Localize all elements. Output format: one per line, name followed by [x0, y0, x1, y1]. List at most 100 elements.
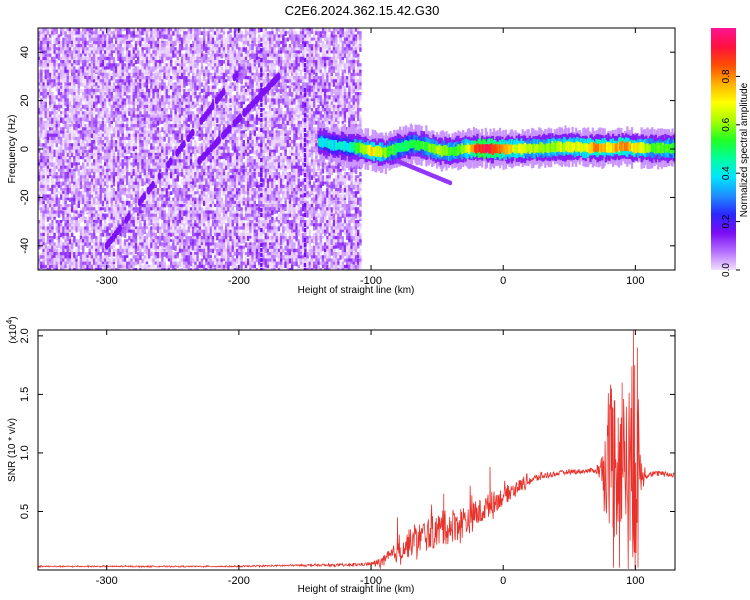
x-tick-label: 100: [626, 575, 644, 587]
y-tick-label: -20: [19, 189, 31, 205]
vertical-streak: [260, 128, 263, 132]
vertical-streak: [260, 168, 263, 172]
snr-frame: [37, 329, 676, 571]
vertical-streak: [303, 143, 307, 147]
vertical-streak: [260, 113, 263, 117]
snr-plot-area: [38, 330, 675, 570]
vertical-streak: [303, 178, 307, 182]
x-tick-label: -300: [96, 275, 118, 287]
vertical-streak: [260, 258, 263, 262]
vertical-streak: [260, 183, 263, 187]
vertical-streak: [260, 28, 263, 32]
x-tick-label: 0: [500, 575, 506, 587]
x-tick-label: -300: [96, 575, 118, 587]
vertical-streak: [303, 103, 307, 107]
colorbar-tick-label: 0.8: [721, 69, 732, 83]
y-tick-label: 1.5: [19, 387, 31, 402]
y-tick-label: 2.0: [19, 328, 31, 343]
vertical-streak: [260, 58, 263, 62]
vertical-streak: [303, 243, 307, 247]
vertical-streak: [303, 163, 307, 167]
vertical-streak: [303, 213, 307, 217]
vertical-streak: [303, 88, 307, 92]
vertical-streak: [260, 88, 263, 92]
colorbar: 0.0 0.2 0.4 0.6 0.8 Normalized spectral ampl…: [711, 28, 750, 277]
x-tick-label: 100: [626, 275, 644, 287]
colorbar-gradient: [711, 28, 736, 270]
x-tick-label: 0: [500, 275, 506, 287]
vertical-streak: [260, 118, 263, 122]
figure-title: C2E6.2024.362.15.42.G30: [285, 3, 440, 18]
vertical-streak: [303, 148, 307, 152]
colorbar-tick-label: 0.4: [721, 166, 732, 180]
vertical-streak: [303, 113, 307, 117]
snr-panel: -300 -200 -100 0 100 0.5 1.0 1.5 2.0 Height of s…: [5, 316, 676, 595]
x-tick-label: -100: [360, 275, 382, 287]
spectrogram-signal-layer: [318, 122, 675, 186]
x-tick-label: -200: [228, 275, 250, 287]
vertical-streak: [260, 263, 263, 267]
vertical-streak: [303, 63, 307, 67]
faint-branch-mark: [448, 180, 453, 186]
vertical-streak: [260, 108, 263, 112]
snr-x-label: Height of straight line (km): [298, 584, 415, 595]
y-tick-label: 20: [19, 94, 31, 106]
colorbar-label: Normalized spectral amplitude: [739, 82, 750, 217]
vertical-streak: [260, 268, 263, 270]
vertical-streak: [260, 43, 263, 47]
vertical-streak: [303, 138, 307, 142]
vertical-streak: [303, 93, 307, 97]
vertical-streak: [303, 58, 307, 62]
vertical-streak: [303, 153, 307, 157]
vertical-streak: [260, 228, 263, 232]
vertical-streak: [303, 238, 307, 242]
spectrogram-x-label: Height of straight line (km): [298, 285, 415, 296]
vertical-streak: [260, 68, 263, 72]
vertical-streak: [260, 213, 263, 217]
vertical-streak: [260, 103, 263, 107]
vertical-streak: [303, 128, 307, 132]
vertical-streak: [303, 118, 307, 122]
snr-scale-exponent: 4: [5, 319, 14, 324]
x-tick-label: -100: [360, 575, 382, 587]
vertical-streak: [260, 208, 263, 212]
vertical-streak: [303, 68, 307, 72]
snr-y-label: SNR (10 * v/v): [7, 418, 18, 482]
vertical-streak: [260, 158, 263, 162]
vertical-streak: [260, 98, 263, 102]
vertical-streak: [260, 248, 263, 252]
vertical-streak: [303, 253, 307, 257]
colorbar-tick-label: 0.6: [721, 117, 732, 131]
spectrogram-noise-layer: [38, 28, 362, 270]
vertical-streak: [303, 173, 307, 177]
vertical-streak: [303, 158, 307, 162]
vertical-streak: [260, 73, 263, 77]
vertical-streak: [303, 223, 307, 227]
snr-y-scale-factor: (x104): [5, 316, 19, 343]
vertical-streak: [303, 43, 307, 47]
spectrogram-y-label: Frequency (Hz): [7, 115, 18, 184]
vertical-streak: [303, 268, 307, 270]
colorbar-ticks: 0.0 0.2 0.4 0.6 0.8: [721, 69, 740, 277]
vertical-streak: [303, 263, 307, 267]
y-tick-label: 0: [19, 146, 31, 152]
vertical-streak: [303, 203, 307, 207]
colorbar-tick-label: 0.0: [721, 263, 732, 277]
snr-scale-base: (x10: [8, 324, 19, 344]
y-tick-label: 1.0: [19, 445, 31, 460]
vertical-streak: [260, 243, 263, 247]
snr-series-line: [38, 330, 675, 569]
vertical-streak: [303, 133, 307, 137]
vertical-streak: [260, 253, 263, 257]
x-tick-label: -200: [228, 575, 250, 587]
y-tick-label: -40: [19, 238, 31, 254]
vertical-streak: [260, 173, 263, 177]
vertical-streak: [303, 193, 307, 197]
vertical-streak: [260, 193, 263, 197]
vertical-streak: [303, 228, 307, 232]
vertical-streak: [260, 48, 263, 52]
snr-x-axis: -300 -200 -100 0 100 0.5 1.0 1.5 2.0: [19, 328, 675, 587]
